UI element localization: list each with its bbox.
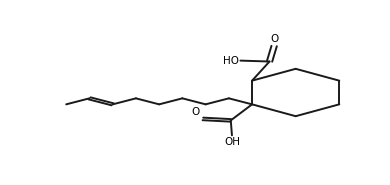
Text: OH: OH [224,137,240,147]
Text: HO: HO [223,56,239,66]
Text: O: O [191,107,200,117]
Text: O: O [270,34,278,44]
